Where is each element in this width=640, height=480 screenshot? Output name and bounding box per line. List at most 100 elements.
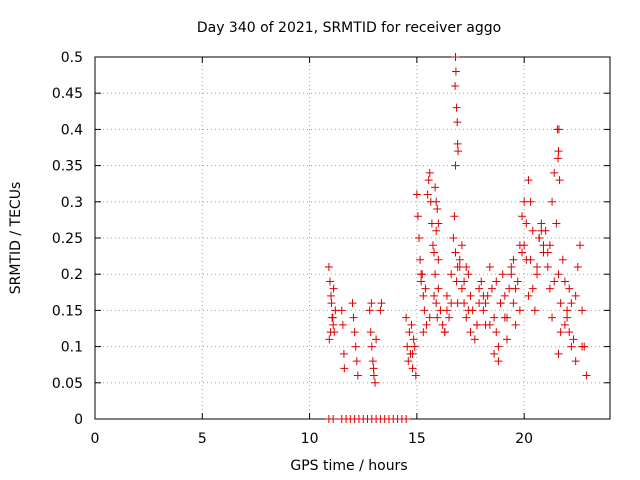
data-point-marker bbox=[431, 183, 440, 192]
data-point-marker bbox=[351, 342, 360, 351]
data-point-marker bbox=[407, 320, 416, 329]
x-tick-label: 20 bbox=[515, 431, 533, 447]
data-point-marker bbox=[571, 291, 580, 300]
data-point-marker bbox=[539, 241, 548, 250]
data-point-marker bbox=[327, 299, 336, 308]
data-point-marker bbox=[560, 320, 569, 329]
data-point-marker bbox=[329, 284, 338, 293]
data-point-marker bbox=[537, 226, 546, 235]
data-point-marker bbox=[494, 342, 503, 351]
data-point-marker bbox=[470, 335, 479, 344]
x-tick-label: 5 bbox=[198, 431, 207, 447]
data-point-marker bbox=[500, 291, 509, 300]
grid-lines bbox=[95, 57, 610, 419]
data-point-marker bbox=[571, 357, 580, 366]
data-point-marker bbox=[462, 262, 471, 271]
data-point-marker bbox=[550, 168, 559, 177]
data-point-marker bbox=[520, 241, 529, 250]
data-point-marker bbox=[353, 371, 362, 380]
data-point-marker bbox=[338, 320, 347, 329]
data-point-marker bbox=[369, 371, 378, 380]
data-point-marker bbox=[496, 299, 505, 308]
data-point-marker bbox=[515, 306, 524, 315]
data-point-marker bbox=[371, 378, 380, 387]
data-point-marker bbox=[462, 313, 471, 322]
data-point-marker bbox=[490, 349, 499, 358]
data-point-marker bbox=[432, 226, 441, 235]
data-point-marker bbox=[420, 306, 429, 315]
data-point-marker bbox=[507, 262, 516, 271]
data-point-marker bbox=[434, 255, 443, 264]
data-point-marker bbox=[377, 299, 386, 308]
y-tick-label: 0.2 bbox=[61, 267, 83, 283]
data-point-marker bbox=[432, 299, 441, 308]
data-point-marker bbox=[528, 284, 537, 293]
data-point-marker bbox=[451, 248, 460, 257]
y-tick-label: 0 bbox=[74, 412, 83, 428]
data-point-marker bbox=[425, 168, 434, 177]
data-point-marker bbox=[434, 219, 443, 228]
data-point-marker bbox=[509, 299, 518, 308]
data-point-marker bbox=[450, 212, 459, 221]
data-point-marker bbox=[408, 349, 417, 358]
data-point-marker bbox=[349, 313, 358, 322]
data-point-marker bbox=[567, 299, 576, 308]
data-point-marker bbox=[537, 219, 546, 228]
data-point-marker bbox=[453, 139, 462, 148]
data-point-marker bbox=[350, 328, 359, 337]
y-axis-label: SRMTID / TECUs bbox=[8, 182, 24, 295]
data-point-marker bbox=[327, 291, 336, 300]
data-point-marker bbox=[578, 342, 587, 351]
data-point-marker bbox=[447, 270, 456, 279]
data-point-marker bbox=[417, 270, 426, 279]
data-point-marker bbox=[582, 371, 591, 380]
data-point-marker bbox=[430, 291, 439, 300]
data-point-marker bbox=[487, 284, 496, 293]
y-tick-label: 0.35 bbox=[52, 159, 83, 175]
data-point-marker bbox=[464, 270, 473, 279]
data-point-marker bbox=[431, 270, 440, 279]
data-point-marker bbox=[518, 248, 527, 257]
data-point-marker bbox=[554, 125, 563, 134]
data-point-marker bbox=[457, 284, 466, 293]
data-point-marker bbox=[408, 364, 417, 373]
data-point-marker bbox=[369, 364, 378, 373]
data-point-marker bbox=[573, 262, 582, 271]
data-point-marker bbox=[569, 335, 578, 344]
data-point-marker bbox=[438, 320, 447, 329]
data-point-marker bbox=[550, 277, 559, 286]
data-point-marker bbox=[326, 328, 335, 337]
data-point-marker bbox=[413, 212, 422, 221]
data-point-marker bbox=[563, 313, 572, 322]
data-point-marker bbox=[543, 248, 552, 257]
x-tick-label: 10 bbox=[301, 431, 319, 447]
data-point-marker bbox=[543, 262, 552, 271]
y-tick-label: 0.5 bbox=[61, 50, 83, 66]
data-point-marker bbox=[518, 212, 527, 221]
data-point-marker bbox=[500, 313, 509, 322]
data-point-marker bbox=[372, 335, 381, 344]
data-point-marker bbox=[554, 154, 563, 163]
data-point-marker bbox=[533, 270, 542, 279]
data-point-marker bbox=[466, 291, 475, 300]
data-point-marker bbox=[376, 306, 385, 315]
data-point-marker bbox=[409, 335, 418, 344]
data-point-marker bbox=[535, 234, 544, 242]
data-point-marker bbox=[367, 299, 376, 308]
data-point-marker bbox=[329, 320, 338, 329]
data-point-marker bbox=[329, 415, 338, 423]
data-point-marker bbox=[554, 349, 563, 358]
data-point-marker bbox=[554, 147, 563, 156]
data-point-marker bbox=[325, 335, 334, 344]
data-point-marker bbox=[530, 306, 539, 315]
data-point-marker bbox=[433, 313, 442, 322]
data-point-marker bbox=[337, 306, 346, 315]
data-point-marker bbox=[451, 81, 460, 90]
data-point-marker bbox=[442, 291, 451, 300]
data-point-marker bbox=[442, 306, 451, 315]
data-point-marker bbox=[432, 197, 441, 206]
data-point-marker bbox=[511, 320, 520, 329]
data-point-marker bbox=[548, 197, 557, 206]
data-point-marker bbox=[348, 299, 357, 308]
data-point-marker bbox=[464, 306, 473, 315]
